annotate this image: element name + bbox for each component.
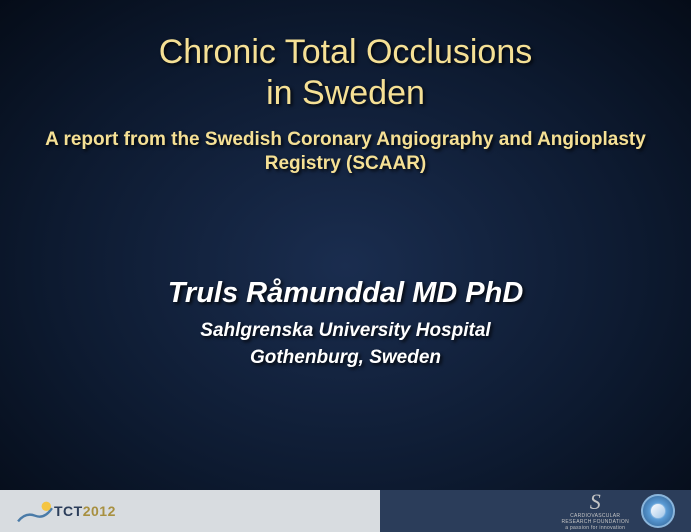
crf-symbol-icon: S (590, 491, 601, 513)
footer-right: S CARDIOVASCULAR RESEARCH FOUNDATION a p… (561, 491, 675, 531)
location: Gothenburg, Sweden (40, 345, 651, 372)
badge-inner (651, 504, 665, 518)
main-title: Chronic Total Occlusions in Sweden (40, 32, 651, 114)
tct-logo: TCT2012 (16, 495, 116, 527)
circle-badge-icon (641, 494, 675, 528)
title-section: Chronic Total Occlusions in Sweden A rep… (0, 32, 691, 177)
footer-bar: TCT2012 S CARDIOVASCULAR RESEARCH FOUNDA… (0, 490, 691, 532)
slide-container: Chronic Total Occlusions in Sweden A rep… (0, 0, 691, 532)
crf-tagline: a passion for innovation (565, 525, 625, 531)
author-name: Truls Råmunddal MD PhD (40, 277, 651, 310)
author-section: Truls Råmunddal MD PhD Sahlgrenska Unive… (0, 277, 691, 371)
title-line-1: Chronic Total Occlusions (159, 33, 533, 71)
wave-icon (16, 495, 54, 527)
subtitle: A report from the Swedish Coronary Angio… (40, 128, 651, 177)
conference-prefix: TCT (54, 503, 83, 519)
affiliation: Sahlgrenska University Hospital (40, 318, 651, 345)
conference-year: 2012 (83, 503, 116, 519)
crf-logo: S CARDIOVASCULAR RESEARCH FOUNDATION a p… (561, 491, 629, 531)
title-line-2: in Sweden (266, 74, 425, 112)
footer-left: TCT2012 (16, 495, 116, 527)
